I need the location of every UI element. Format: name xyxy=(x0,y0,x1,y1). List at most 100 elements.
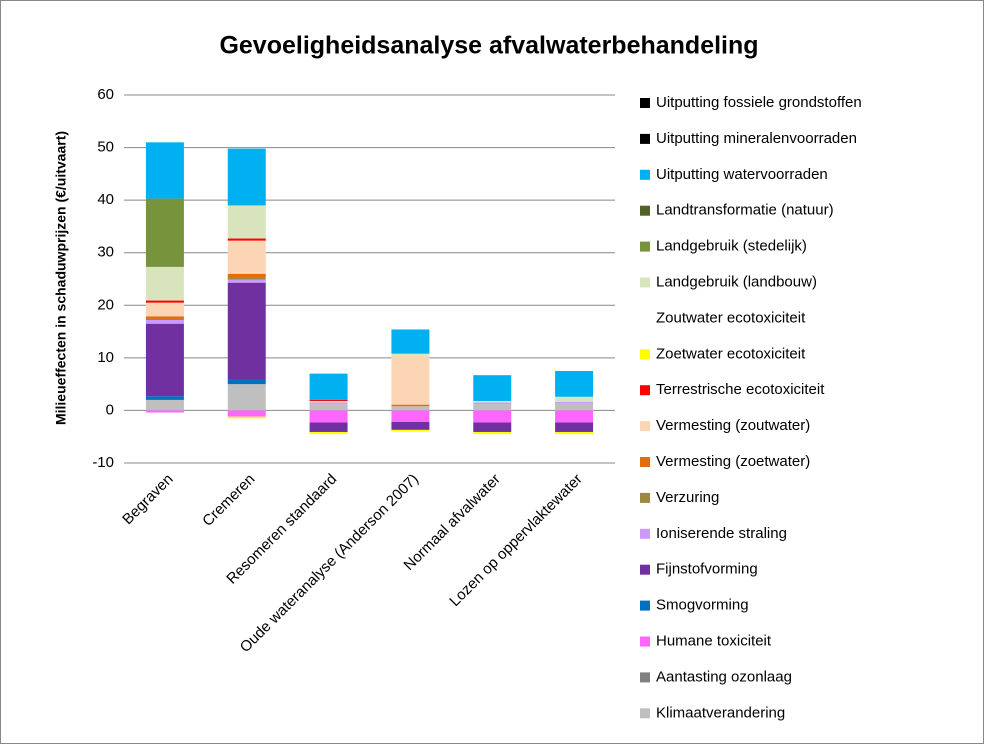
bar-segment xyxy=(309,410,348,423)
bar-segment xyxy=(145,300,184,303)
y-tick-label: 50 xyxy=(97,139,114,156)
legend-swatch xyxy=(640,277,650,288)
legend-label: Fijnstofvorming xyxy=(656,561,758,578)
bar-segment xyxy=(145,399,184,411)
legend-swatch xyxy=(640,241,650,252)
bar-segment xyxy=(555,396,594,403)
legend-swatch xyxy=(640,205,650,216)
legend-label: Landtransformatie (natuur) xyxy=(656,202,834,219)
y-tick-label: 10 xyxy=(97,349,114,366)
legend-swatch xyxy=(640,492,650,503)
y-tick-label: 20 xyxy=(97,296,114,313)
legend-label: Zoetwater ecotoxiciteit xyxy=(656,345,806,362)
bar-segment xyxy=(145,396,184,400)
legend-swatch xyxy=(640,672,650,683)
bar-segment xyxy=(391,429,430,432)
legend-swatch xyxy=(640,313,650,324)
bar-segment xyxy=(309,373,348,400)
legend-label: Ioniserende straling xyxy=(656,525,787,542)
bar-segment xyxy=(391,404,430,407)
bar-segment xyxy=(309,400,348,403)
legend-swatch xyxy=(640,600,650,611)
bar-segment xyxy=(473,400,512,403)
bar-segment xyxy=(473,410,512,423)
bar-segment xyxy=(555,403,594,411)
bar-segment xyxy=(473,422,512,432)
y-tick-label: 60 xyxy=(97,86,114,103)
bar-segment xyxy=(555,422,594,432)
bar-segment xyxy=(145,302,184,317)
legend-label: Landgebruik (landbouw) xyxy=(656,273,817,290)
bar-segment xyxy=(309,404,348,411)
bar-segment xyxy=(145,266,184,301)
legend-label: Zoutwater ecotoxiciteit xyxy=(656,309,806,326)
bar-segment xyxy=(227,279,266,283)
bar-segment xyxy=(555,431,594,435)
legend-label: Terrestrische ecotoxiciteit xyxy=(656,381,825,398)
bar-segment xyxy=(145,320,184,324)
y-axis-label: Milieueffecten in schaduwprijzen (€/uitv… xyxy=(53,131,69,425)
bar-segment xyxy=(227,205,266,239)
legend-swatch xyxy=(640,636,650,647)
bar-segment xyxy=(227,410,266,417)
legend-swatch xyxy=(640,528,650,539)
legend-swatch xyxy=(640,385,650,396)
bar-segment xyxy=(473,404,512,411)
legend-label: Aantasting ozonlaag xyxy=(656,668,792,685)
legend-swatch xyxy=(640,349,650,360)
bar-segment xyxy=(145,323,184,397)
bar-segment xyxy=(227,238,266,241)
bar-segment xyxy=(555,371,594,397)
bar-segment xyxy=(145,410,184,413)
legend-swatch xyxy=(640,169,650,180)
legend-label: Vermesting (zoutwater) xyxy=(656,417,810,434)
bar-segment xyxy=(227,240,266,274)
legend-label: Verzuring xyxy=(656,489,719,506)
y-tick-label: -10 xyxy=(92,454,114,471)
bar-segment xyxy=(145,318,184,321)
y-tick-label: 30 xyxy=(97,244,114,261)
bar-segment xyxy=(473,375,512,401)
bar-segment xyxy=(227,416,266,419)
bar-segment xyxy=(391,410,430,422)
y-tick-label: 40 xyxy=(97,191,114,208)
bar-segment xyxy=(309,402,348,405)
legend-swatch xyxy=(640,421,650,432)
bar-segment xyxy=(227,384,266,411)
legend-label: Uitputting fossiele grondstoffen xyxy=(656,94,862,111)
legend-label: Uitputting mineralenvoorraden xyxy=(656,130,857,147)
y-tick-label: 0 xyxy=(106,401,114,418)
bar-segment xyxy=(473,431,512,435)
legend-swatch xyxy=(640,457,650,467)
chart-title: Gevoeligheidsanalyse afvalwaterbehandeli… xyxy=(219,32,758,60)
bar-segment xyxy=(227,277,266,280)
bar-segment xyxy=(227,379,266,385)
bar-segment xyxy=(309,422,348,432)
legend-swatch xyxy=(640,564,650,575)
bar-segment xyxy=(145,198,184,267)
legend-swatch xyxy=(640,133,650,144)
legend-label: Uitputting watervoorraden xyxy=(656,166,828,183)
bar-segment xyxy=(145,316,184,319)
bar-segment xyxy=(391,353,430,356)
legend-label: Landgebruik (stedelijk) xyxy=(656,238,807,255)
legend-swatch xyxy=(640,708,650,719)
bar-segment xyxy=(555,402,594,404)
legend-label: Smogvorming xyxy=(656,597,749,614)
bar-segment xyxy=(555,410,594,423)
legend-label: Humane toxiciteit xyxy=(656,632,772,649)
bar-segment xyxy=(391,329,430,354)
bar-segment xyxy=(391,421,430,430)
bar-segment xyxy=(309,399,348,401)
bar-segment xyxy=(309,431,348,435)
legend-swatch xyxy=(640,98,650,108)
bar-segment xyxy=(391,406,430,411)
legend-label: Klimaatverandering xyxy=(656,704,785,721)
bar-segment xyxy=(227,282,266,380)
bar-segment xyxy=(391,355,430,405)
bar-segment xyxy=(227,273,266,278)
bar-segment xyxy=(145,142,184,199)
legend-label: Vermesting (zoetwater) xyxy=(656,453,810,470)
bar-segment xyxy=(473,402,512,405)
